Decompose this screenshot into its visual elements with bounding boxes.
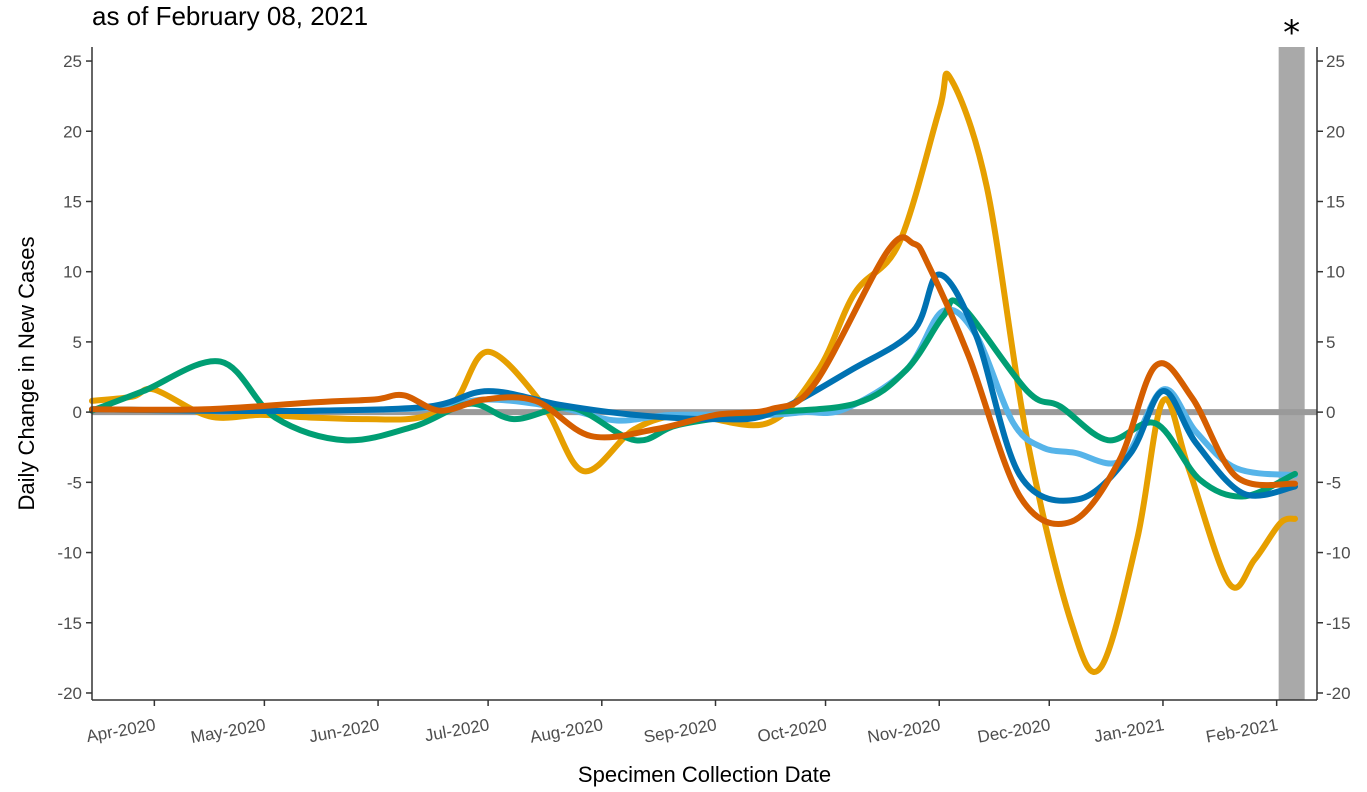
x-tick-label: Jun-2020 [308, 715, 381, 746]
x-tick-label: Apr-2020 [85, 715, 157, 746]
left-y-tick-label: 20 [63, 122, 82, 141]
right-y-tick-label: -10 [1326, 544, 1351, 563]
right-y-tick-label: 20 [1326, 122, 1345, 141]
right-y-tick-label: 5 [1326, 333, 1335, 352]
left-y-tick-label: -10 [57, 544, 82, 563]
right-y-tick-label: 10 [1326, 263, 1345, 282]
x-tick-label: Jan-2021 [1093, 715, 1166, 746]
series-line-1 [89, 70, 1298, 676]
right-y-tick-label: 15 [1326, 192, 1345, 211]
x-tick-label: Oct-2020 [756, 715, 828, 746]
right-y-axis: -20 -15 -10 -5 0 5 10 15 20 25 [1316, 47, 1351, 703]
left-y-axis: -20 -15 -10 -5 0 5 10 15 20 25 [57, 47, 93, 703]
left-y-tick-label: 10 [63, 263, 82, 282]
right-y-tick-label: 25 [1326, 52, 1345, 71]
left-y-tick-label: 25 [63, 52, 82, 71]
series-group [89, 70, 1298, 676]
chart-subtitle: as of February 08, 2021 [92, 1, 369, 31]
right-y-tick-label: 0 [1326, 403, 1335, 422]
series-line-4 [89, 271, 1298, 504]
left-y-tick-label: 5 [73, 333, 82, 352]
series-line-5 [89, 234, 1298, 528]
left-y-tick-label: 0 [73, 403, 82, 422]
left-y-tick-label: -20 [57, 684, 82, 703]
x-tick-label: Sep-2020 [642, 715, 718, 747]
y-axis-title: Daily Change in New Cases [14, 237, 39, 511]
series-line-2 [89, 306, 1298, 479]
left-y-tick-label: 15 [63, 192, 82, 211]
x-tick-label: Dec-2020 [976, 715, 1052, 747]
x-tick-label: May-2020 [189, 715, 267, 747]
x-tick-label: Aug-2020 [529, 715, 605, 747]
right-y-tick-label: -15 [1326, 614, 1351, 633]
x-tick-label: Jul-2020 [423, 715, 491, 745]
x-axis: Apr-2020 May-2020 Jun-2020 Jul-2020 Aug-2020… [85, 699, 1317, 747]
x-axis-title: Specimen Collection Date [578, 762, 831, 787]
left-y-tick-label: -5 [67, 473, 82, 492]
asterisk-marker: * [1283, 13, 1300, 53]
right-y-tick-label: -20 [1326, 684, 1351, 703]
shaded-band [1278, 47, 1305, 700]
x-tick-label: Feb-2021 [1204, 715, 1279, 746]
right-y-tick-label: -5 [1326, 473, 1341, 492]
left-y-tick-label: -15 [57, 614, 82, 633]
x-tick-label: Nov-2020 [866, 715, 942, 747]
